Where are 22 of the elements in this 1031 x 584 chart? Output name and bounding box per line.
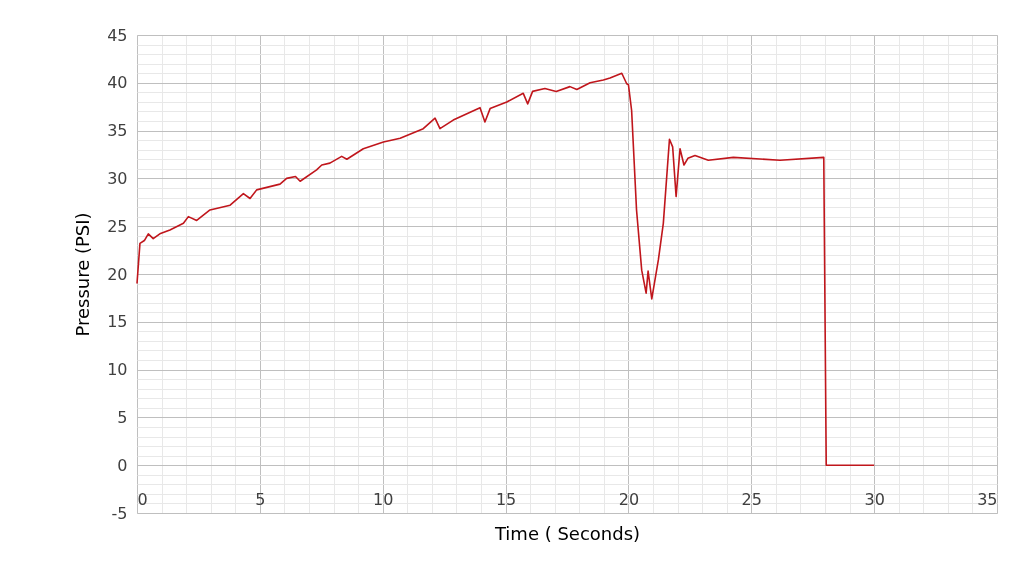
x-tick-label: 30 — [864, 489, 885, 509]
y-tick-label: 10 — [107, 360, 128, 380]
line-series — [136, 72, 875, 466]
y-tick-label: 45 — [107, 25, 128, 45]
y-tick-label: 15 — [107, 312, 128, 332]
x-tick-label: 25 — [741, 489, 762, 509]
y-tick-label: 5 — [117, 407, 128, 427]
y-axis-title: Pressure (PSI) — [72, 212, 94, 337]
y-tick-label: 35 — [107, 121, 128, 141]
x-tick-label: 35 — [977, 489, 998, 509]
y-tick-label: 20 — [107, 264, 128, 284]
y-tick-label: 30 — [107, 168, 128, 188]
x-axis-title: Time ( Seconds) — [493, 522, 641, 544]
y-tick-label: -5 — [111, 503, 128, 523]
y-tick-label: 25 — [107, 216, 128, 236]
y-tick-label: 40 — [107, 73, 128, 93]
y-tick-label: 0 — [117, 455, 128, 475]
x-tick-label: 15 — [495, 489, 517, 509]
x-tick-label: 20 — [618, 489, 640, 509]
x-tick-label: 10 — [373, 489, 394, 509]
x-tick-label: 0 — [137, 489, 148, 509]
x-tick-label: 5 — [255, 489, 266, 509]
